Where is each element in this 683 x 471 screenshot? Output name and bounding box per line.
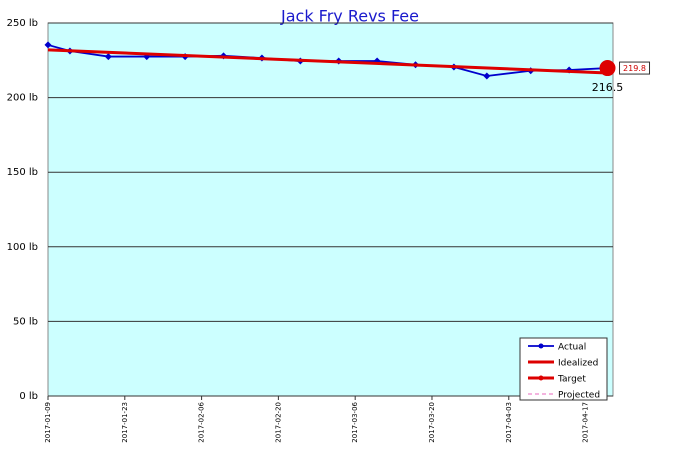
x-tick-label: 2017-01-09 bbox=[44, 402, 52, 443]
x-tick-label: 2017-04-17 bbox=[582, 402, 590, 443]
legend-marker bbox=[538, 343, 544, 349]
y-tick-label: 150 lb bbox=[7, 167, 38, 178]
legend-box bbox=[519, 337, 608, 401]
legend-label: Idealized bbox=[558, 359, 598, 369]
current-label-box bbox=[619, 61, 651, 75]
chart-title: Jack Fry Revs Fee bbox=[280, 7, 419, 26]
x-tick-label: 2017-03-06 bbox=[351, 401, 359, 442]
data-point bbox=[104, 53, 112, 61]
series-line bbox=[47, 48, 608, 75]
x-tick-label: 2017-02-20 bbox=[274, 402, 282, 443]
y-tick-label: 200 lb bbox=[7, 93, 38, 104]
end-label: 216.5 bbox=[592, 81, 624, 94]
y-tick-label: 50 lb bbox=[13, 316, 38, 327]
legend-marker bbox=[538, 375, 544, 381]
legend-label: Projected bbox=[558, 391, 600, 401]
y-tick-label: 250 lb bbox=[7, 18, 38, 29]
current-label: 219.8 bbox=[623, 64, 646, 73]
current-marker bbox=[599, 60, 616, 77]
x-tick-label: 2017-04-03 bbox=[505, 402, 513, 443]
y-tick-label: 0 lb bbox=[19, 391, 38, 402]
x-tick-label: 2017-02-06 bbox=[198, 401, 206, 442]
x-tick-label: 2017-03-20 bbox=[428, 402, 436, 443]
legend-label: Actual bbox=[558, 343, 586, 353]
data-point bbox=[483, 72, 491, 80]
data-point bbox=[44, 41, 52, 49]
plot-area bbox=[47, 22, 614, 397]
legend-label: Target bbox=[557, 375, 586, 385]
x-tick-label: 2017-01-23 bbox=[121, 402, 129, 443]
y-tick-label: 100 lb bbox=[7, 242, 38, 253]
